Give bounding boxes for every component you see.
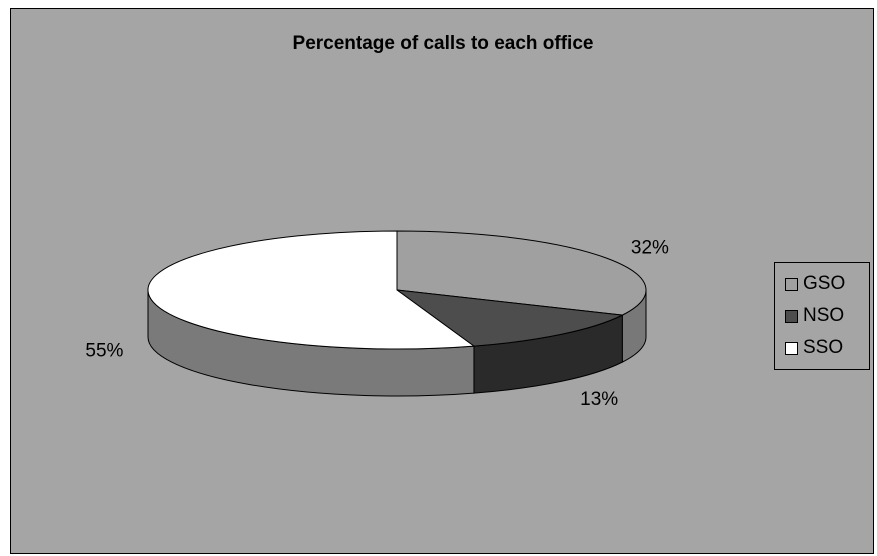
chart-area: Percentage of calls to each office 32% 13… [10,8,874,554]
chart-title: Percentage of calls to each office [292,33,594,54]
legend-item-gso: GSO [785,273,845,295]
legend-label-nso: NSO [803,305,845,326]
pie-chart: 32% 13% 55% [85,230,669,410]
legend: GSO NSO SSO [774,262,870,370]
legend-item-sso: SSO [785,337,843,359]
legend-label-sso: SSO [803,337,844,358]
pct-label-nso: 13% [580,389,618,410]
pie-slice-nso [395,289,625,347]
pie-slice-gso [396,230,647,316]
pct-label-sso: 55% [85,341,123,362]
legend-swatch-sso [785,341,798,355]
legend-swatch-nso [785,309,798,323]
pct-label-gso: 32% [631,238,669,259]
legend-item-nso: NSO [785,305,844,327]
legend-swatch-gso [785,277,798,291]
pie-slice-sso [147,230,476,350]
legend-label-gso: GSO [803,273,846,294]
